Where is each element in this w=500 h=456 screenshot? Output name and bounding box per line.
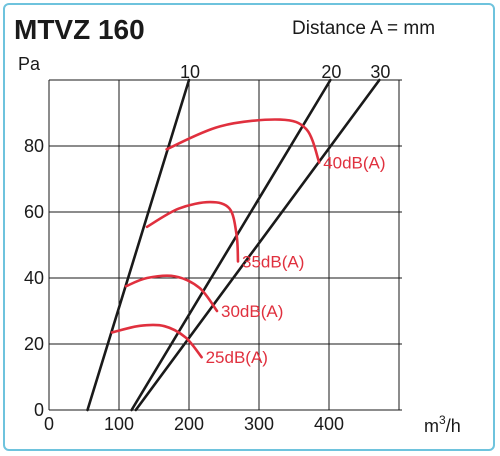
x-axis-unit-exponent: 3 xyxy=(439,413,446,427)
grid-layer xyxy=(48,79,402,411)
chart-title: MTVZ 160 xyxy=(14,14,145,45)
sound-curve xyxy=(165,118,321,164)
x-axis-unit: m3/h xyxy=(424,413,461,436)
chart-frame xyxy=(3,3,495,451)
x-tick-label: 400 xyxy=(314,414,344,434)
sound-curve xyxy=(124,274,219,313)
distance-note: Distance A = mm xyxy=(292,18,435,39)
sound-curve-label: 25dB(A) xyxy=(206,348,268,367)
sound-curve xyxy=(110,323,203,359)
system-line xyxy=(134,78,381,412)
sound-curve xyxy=(145,200,240,263)
x-tick-label: 0 xyxy=(44,414,54,434)
system-line-label: 10 xyxy=(180,62,200,82)
system-line-label: 30 xyxy=(370,62,390,82)
sound-curve-label: 40dB(A) xyxy=(323,154,385,173)
x-tick-label: 300 xyxy=(244,414,274,434)
system-line-label: 20 xyxy=(321,62,341,82)
y-axis-unit: Pa xyxy=(18,54,41,74)
x-tick-label: 200 xyxy=(174,414,204,434)
x-axis-unit-base: m xyxy=(424,416,439,436)
y-tick-label: 0 xyxy=(34,400,44,420)
sound-curve-label: 30dB(A) xyxy=(221,302,283,321)
system-curves: 10 20 30 xyxy=(86,62,390,412)
system-line xyxy=(130,78,332,412)
y-tick-label: 40 xyxy=(24,268,44,288)
tick-labels: 0 100 200 300 400 0 20 40 60 80 xyxy=(24,136,344,434)
sound-level-curves: 25dB(A) 30dB(A) 35dB(A) 40dB(A) xyxy=(110,118,386,367)
y-tick-label: 80 xyxy=(24,136,44,156)
sound-curve-label: 35dB(A) xyxy=(242,253,304,272)
y-tick-label: 60 xyxy=(24,202,44,222)
y-tick-label: 20 xyxy=(24,334,44,354)
x-tick-label: 100 xyxy=(104,414,134,434)
system-line xyxy=(86,78,191,412)
x-axis-unit-rest: /h xyxy=(446,416,461,436)
